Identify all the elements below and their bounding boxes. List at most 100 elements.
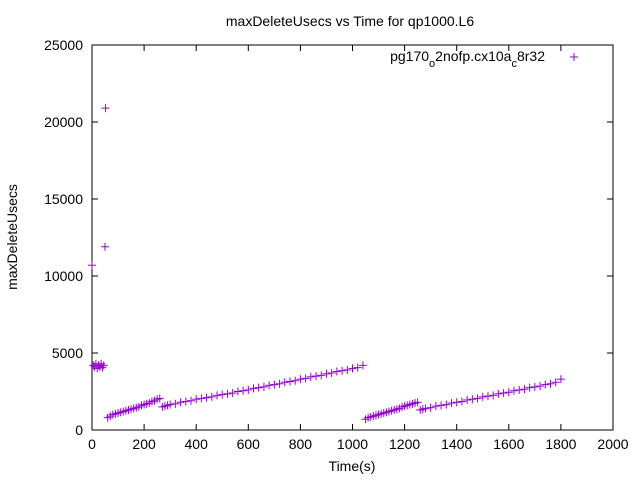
data-point xyxy=(413,398,422,407)
data-point xyxy=(358,361,367,370)
x-tick-label: 200 xyxy=(132,436,156,452)
data-point xyxy=(473,394,482,403)
data-point xyxy=(239,386,248,395)
data-point xyxy=(186,396,195,405)
legend-entry-marker xyxy=(570,53,578,61)
data-point xyxy=(317,371,326,380)
data-point xyxy=(270,380,279,389)
data-point xyxy=(546,379,555,388)
data-point xyxy=(437,401,446,410)
y-tick-label: 15000 xyxy=(44,191,83,207)
y-tick-label: 10000 xyxy=(44,268,83,284)
data-point xyxy=(228,389,237,398)
data-point xyxy=(431,402,440,411)
data-point xyxy=(306,372,315,381)
data-point xyxy=(504,388,513,397)
data-point xyxy=(155,394,164,403)
data-point xyxy=(181,397,190,406)
y-axis: 0 5000 10000 15000 20000 25000 xyxy=(44,37,613,438)
data-point xyxy=(207,392,216,401)
x-tick-label: 0 xyxy=(88,436,96,452)
data-point xyxy=(312,372,321,381)
data-point xyxy=(536,382,545,391)
data-point xyxy=(176,398,185,407)
data-point xyxy=(218,390,227,399)
data-point xyxy=(197,394,206,403)
data-point xyxy=(166,400,175,409)
data-point xyxy=(541,380,550,389)
data-point xyxy=(171,399,180,408)
data-point xyxy=(343,365,352,374)
data-point xyxy=(457,397,466,406)
data-point xyxy=(468,395,477,404)
x-tick-label: 1000 xyxy=(337,436,368,452)
data-point xyxy=(515,385,524,394)
data-point xyxy=(442,400,451,409)
data-point xyxy=(483,392,492,401)
data-point xyxy=(296,375,305,384)
data-point xyxy=(551,378,560,387)
legend-text-part: pg170 xyxy=(390,48,429,64)
data-point xyxy=(322,369,331,378)
data-point xyxy=(494,389,503,398)
x-tick-label: 1800 xyxy=(545,436,576,452)
legend-subscript: o xyxy=(429,58,435,70)
data-point xyxy=(332,367,341,376)
data-point xyxy=(327,369,336,378)
data-point xyxy=(223,389,232,398)
data-point xyxy=(338,366,347,375)
data-point xyxy=(291,376,300,385)
y-tick-label: 0 xyxy=(75,422,83,438)
legend-subscript: c xyxy=(511,58,517,70)
data-point xyxy=(99,361,108,370)
data-point xyxy=(478,392,487,401)
data-point xyxy=(556,375,565,384)
legend-entry-label: pg170o2nofp.cx10ac8r32 xyxy=(390,48,545,70)
series-points xyxy=(88,104,565,424)
chart-title: maxDeleteUsecs vs Time for qp1000.L6 xyxy=(226,13,474,29)
data-point xyxy=(499,389,508,398)
legend-text-part: 8r32 xyxy=(517,48,545,64)
data-point xyxy=(452,398,461,407)
data-point xyxy=(301,374,310,383)
data-point xyxy=(530,382,539,391)
x-axis: 0 200 400 600 800 1000 1200 1400 1600 1800 2000 xyxy=(88,45,629,452)
data-point xyxy=(233,387,242,396)
data-point xyxy=(249,384,258,393)
data-point xyxy=(520,385,529,394)
data-point xyxy=(426,403,435,412)
y-tick-label: 25000 xyxy=(44,37,83,53)
y-axis-label: maxDeleteUsecs xyxy=(4,184,20,290)
x-tick-label: 600 xyxy=(237,436,261,452)
x-axis-label: Time(s) xyxy=(329,458,376,474)
data-point xyxy=(254,383,263,392)
data-point xyxy=(285,377,294,386)
y-tick-label: 20000 xyxy=(44,114,83,130)
data-point xyxy=(463,395,472,404)
x-tick-label: 1600 xyxy=(493,436,524,452)
data-point xyxy=(101,104,110,113)
x-tick-label: 1400 xyxy=(441,436,472,452)
legend-text-part: 2nofp.cx10a xyxy=(435,48,511,64)
data-point xyxy=(447,399,456,408)
x-tick-label: 1200 xyxy=(389,436,420,452)
x-tick-label: 2000 xyxy=(597,436,628,452)
data-point xyxy=(202,393,211,402)
data-point xyxy=(259,382,268,391)
legend-plus-icon xyxy=(570,53,578,61)
data-point xyxy=(213,391,222,400)
data-point xyxy=(88,261,96,270)
data-point xyxy=(265,381,274,390)
data-point xyxy=(192,395,201,404)
x-tick-label: 800 xyxy=(289,436,313,452)
data-point xyxy=(348,364,357,373)
data-point xyxy=(421,404,430,413)
data-point xyxy=(280,378,289,387)
legend: pg170o2nofp.cx10ac8r32 xyxy=(390,48,578,70)
data-point xyxy=(489,391,498,400)
data-point xyxy=(244,385,253,394)
data-point xyxy=(353,363,362,372)
data-point xyxy=(525,383,534,392)
x-tick-label: 400 xyxy=(185,436,209,452)
